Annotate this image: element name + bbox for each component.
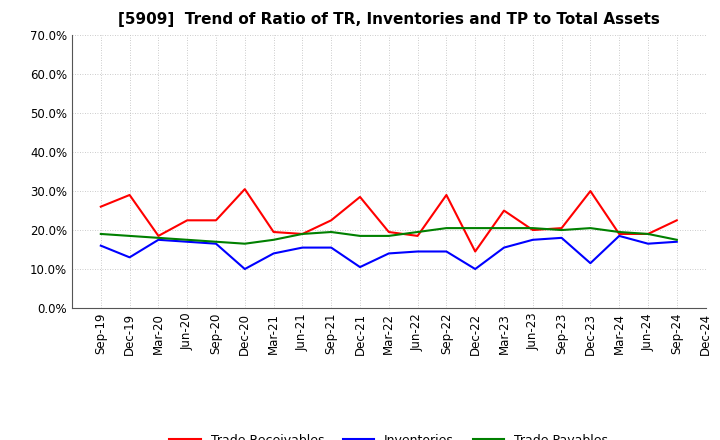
- Line: Trade Receivables: Trade Receivables: [101, 189, 677, 252]
- Trade Receivables: [413, 233, 422, 238]
- Inventories: [125, 255, 134, 260]
- Trade Receivables: [672, 218, 681, 223]
- Trade Payables: [644, 231, 652, 237]
- Trade Payables: [298, 231, 307, 237]
- Inventories: [240, 266, 249, 271]
- Inventories: [154, 237, 163, 242]
- Trade Payables: [413, 229, 422, 235]
- Inventories: [442, 249, 451, 254]
- Trade Payables: [471, 225, 480, 231]
- Trade Receivables: [615, 231, 624, 237]
- Line: Trade Payables: Trade Payables: [101, 228, 677, 244]
- Trade Payables: [356, 233, 364, 238]
- Trade Payables: [500, 225, 508, 231]
- Inventories: [586, 260, 595, 266]
- Inventories: [500, 245, 508, 250]
- Trade Payables: [442, 225, 451, 231]
- Trade Receivables: [442, 192, 451, 198]
- Trade Payables: [672, 237, 681, 242]
- Trade Receivables: [125, 192, 134, 198]
- Trade Receivables: [471, 249, 480, 254]
- Inventories: [672, 239, 681, 244]
- Trade Receivables: [154, 233, 163, 238]
- Trade Receivables: [96, 204, 105, 209]
- Trade Payables: [615, 229, 624, 235]
- Trade Receivables: [269, 229, 278, 235]
- Trade Payables: [528, 225, 537, 231]
- Inventories: [269, 251, 278, 256]
- Trade Payables: [240, 241, 249, 246]
- Inventories: [644, 241, 652, 246]
- Inventories: [212, 241, 220, 246]
- Trade Receivables: [327, 218, 336, 223]
- Trade Receivables: [384, 229, 393, 235]
- Legend: Trade Receivables, Inventories, Trade Payables: Trade Receivables, Inventories, Trade Pa…: [164, 429, 613, 440]
- Trade Payables: [96, 231, 105, 237]
- Trade Receivables: [183, 218, 192, 223]
- Line: Inventories: Inventories: [101, 236, 677, 269]
- Inventories: [557, 235, 566, 241]
- Inventories: [471, 266, 480, 271]
- Trade Receivables: [240, 187, 249, 192]
- Trade Receivables: [298, 231, 307, 237]
- Trade Receivables: [528, 227, 537, 233]
- Trade Receivables: [586, 188, 595, 194]
- Inventories: [298, 245, 307, 250]
- Trade Payables: [327, 229, 336, 235]
- Trade Receivables: [356, 194, 364, 200]
- Trade Payables: [557, 227, 566, 233]
- Trade Receivables: [212, 218, 220, 223]
- Trade Payables: [212, 239, 220, 244]
- Inventories: [96, 243, 105, 248]
- Trade Payables: [125, 233, 134, 238]
- Inventories: [413, 249, 422, 254]
- Inventories: [356, 264, 364, 270]
- Trade Receivables: [644, 231, 652, 237]
- Inventories: [528, 237, 537, 242]
- Trade Payables: [384, 233, 393, 238]
- Inventories: [183, 239, 192, 244]
- Trade Receivables: [500, 208, 508, 213]
- Trade Payables: [586, 225, 595, 231]
- Inventories: [615, 233, 624, 238]
- Inventories: [384, 251, 393, 256]
- Trade Payables: [183, 237, 192, 242]
- Inventories: [327, 245, 336, 250]
- Trade Receivables: [557, 225, 566, 231]
- Title: [5909]  Trend of Ratio of TR, Inventories and TP to Total Assets: [5909] Trend of Ratio of TR, Inventories…: [118, 12, 660, 27]
- Trade Payables: [154, 235, 163, 241]
- Trade Payables: [269, 237, 278, 242]
